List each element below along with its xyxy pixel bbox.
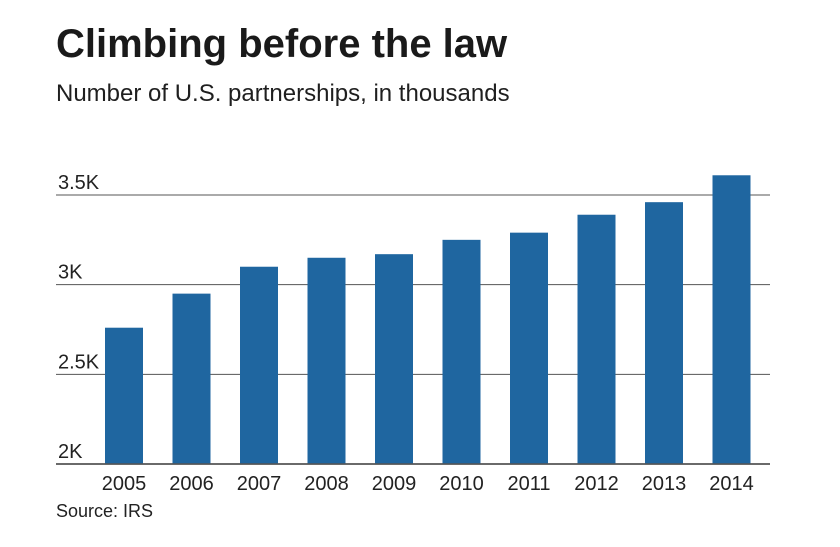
chart-title: Climbing before the law bbox=[56, 22, 508, 66]
x-tick-label-2011: 2011 bbox=[507, 473, 550, 495]
x-tick-label-2005: 2005 bbox=[102, 473, 147, 495]
x-tick-label-2008: 2008 bbox=[304, 473, 349, 495]
bar-2005 bbox=[105, 327, 143, 464]
y-tick-label: 3K bbox=[58, 262, 83, 284]
x-tick-label-2010: 2010 bbox=[439, 473, 484, 495]
bar-2009 bbox=[375, 254, 413, 464]
bar-2013 bbox=[645, 202, 683, 464]
bars bbox=[56, 175, 770, 465]
x-tick-label-2009: 2009 bbox=[372, 473, 417, 495]
x-tick-label-2014: 2014 bbox=[709, 473, 754, 495]
bar-2008 bbox=[307, 257, 346, 464]
bar-2010 bbox=[442, 239, 481, 464]
x-tick-label-2007: 2007 bbox=[237, 473, 282, 495]
chart-subtitle: Number of U.S. partnerships, in thousand… bbox=[56, 80, 510, 107]
bar-2011 bbox=[510, 232, 548, 464]
y-tick-label: 2K bbox=[58, 441, 83, 463]
x-tick-label-2013: 2013 bbox=[642, 473, 687, 495]
bar-2014 bbox=[712, 175, 751, 465]
y-axis-tick-labels: 2K 2.5K 3K 3.5K bbox=[58, 172, 100, 463]
bar-2006 bbox=[172, 293, 211, 464]
bar-2012 bbox=[577, 214, 616, 464]
x-tick-label-2006: 2006 bbox=[169, 473, 214, 495]
source-note: Source: IRS bbox=[56, 501, 154, 521]
bar-2007 bbox=[240, 266, 278, 464]
y-tick-label: 2.5K bbox=[58, 351, 100, 373]
x-tick-label-2012: 2012 bbox=[574, 473, 619, 495]
x-axis-tick-labels: 2005 2006 2007 2008 2009 2010 2011 2012 2013 2014 bbox=[102, 473, 754, 495]
y-tick-label: 3.5K bbox=[58, 172, 100, 194]
